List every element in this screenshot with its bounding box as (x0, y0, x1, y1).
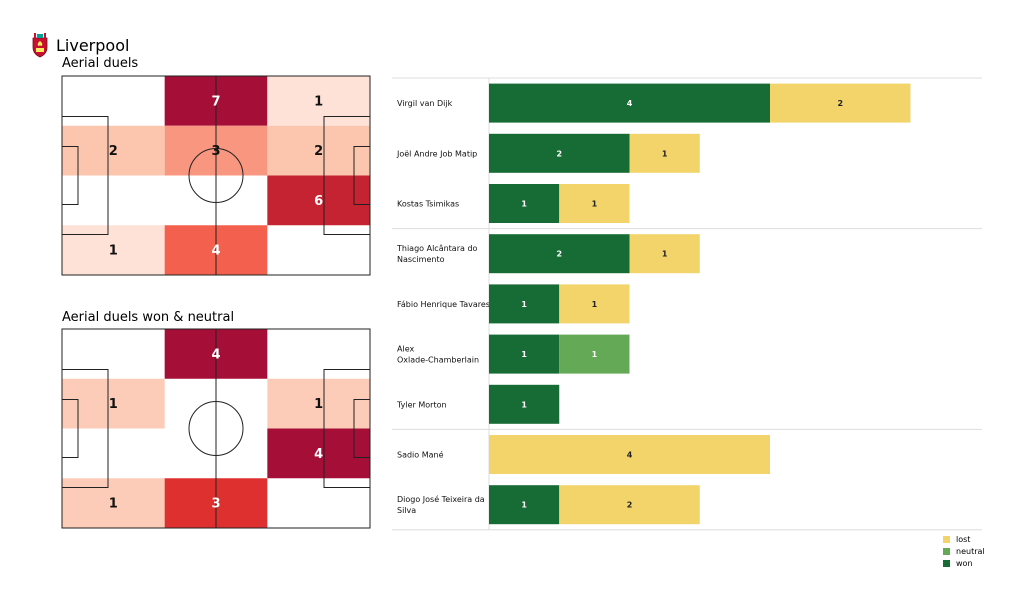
team-name: Liverpool (56, 35, 130, 55)
legend-label-won: won (956, 558, 973, 568)
heatmap-aerial-duels-left-six-yard-box (61, 146, 79, 205)
heatmap-aerial-duels-cell-value: 2 (314, 144, 323, 159)
heatmap-aerial-duels-right-six-yard-box (353, 146, 371, 205)
heatmap-aerial-duels-cell-value: 4 (211, 244, 220, 259)
player-label: Kostas Tsimikas (397, 200, 459, 209)
heatmap-aerial-duels-cell (267, 76, 370, 126)
bar-segment-lost (629, 234, 700, 274)
bar-value-label-won: 2 (556, 149, 562, 158)
bar-segment-won (489, 184, 560, 223)
heatmap-aerial-duels-cell-value: 1 (314, 94, 323, 109)
heatmap-won-neutral-right-six-yard-box (353, 399, 371, 458)
bar-value-label-won: 1 (521, 300, 527, 309)
heatmap-won-neutral-cell-value: 1 (109, 397, 118, 412)
bar-value-label-lost: 1 (662, 149, 668, 158)
bar-segment-lost (559, 485, 700, 525)
bar-value-label-won: 2 (556, 250, 562, 259)
bar-value-label-lost: 1 (592, 300, 598, 309)
heatmap-won-neutral-cell-value: 1 (314, 397, 323, 412)
player-label: Diogo José Teixeira da Silva (397, 494, 485, 515)
bar-value-label-lost: 2 (837, 99, 843, 108)
team-header: Liverpool (30, 31, 129, 59)
player-label: Joël Andre Job Matip (396, 149, 477, 158)
bar-value-label-lost: 2 (627, 501, 633, 510)
heatmap-aerial-duels-center-circle (188, 148, 244, 203)
heatmap-won-neutral-center-circle (188, 401, 244, 456)
bar-value-label-won: 1 (521, 400, 527, 409)
pitch-title-won-neutral: Aerial duels won & neutral (62, 310, 235, 325)
bar-segment-lost (559, 284, 630, 324)
heatmap-won-neutral-cell (267, 428, 370, 479)
legend-swatch-won (943, 559, 950, 567)
bar-segment-lost (489, 435, 770, 474)
heatmap-won-neutral-cell-value: 1 (109, 497, 118, 512)
bar-segment-won (489, 384, 560, 424)
bar-segment-lost (629, 133, 700, 173)
player-label: Sadio Mané (397, 450, 444, 460)
bar-segment-won (489, 334, 560, 374)
heatmap-aerial-duels-cell-value: 6 (314, 194, 323, 209)
bar-segment-lost (559, 184, 630, 223)
bar-value-label-neutral: 1 (592, 350, 598, 359)
heatmap-aerial-duels-cell (62, 225, 165, 275)
bar-value-label-won: 1 (521, 350, 527, 359)
heatmap-aerial-duels-cell-value: 7 (211, 94, 220, 109)
bar-segment-won (489, 284, 560, 324)
liverpool-crest-icon (32, 33, 48, 58)
heatmap-aerial-duels-cell (267, 125, 370, 176)
player-label: Alex Oxlade-Chamberlain (397, 345, 479, 365)
pitch-title-aerial-duels: Aerial duels (62, 56, 139, 71)
bar-segment-neutral (559, 334, 630, 374)
bar-segment-won (489, 83, 770, 123)
heatmap-won-neutral-cell-value: 4 (314, 447, 323, 462)
heatmap-won-neutral-cell-value: 3 (211, 497, 220, 512)
legend-swatch-lost (943, 535, 950, 543)
bar-value-label-lost: 1 (592, 200, 598, 209)
bar-segment-won (489, 234, 630, 274)
bar-value-label-lost: 4 (627, 451, 633, 460)
heatmap-won-neutral-cell (267, 378, 370, 429)
legend-item-neutral: neutral (943, 545, 985, 557)
bar-value-label-lost: 1 (662, 250, 668, 259)
player-label: Tyler Morton (396, 400, 447, 409)
heatmap-aerial-duels-cell (267, 175, 370, 226)
heatmap-won-neutral-left-six-yard-box (61, 399, 79, 458)
legend-item-won: won (943, 557, 985, 569)
heatmap-won-neutral-cell (62, 378, 165, 429)
bar-segment-won (489, 485, 560, 525)
player-label: Virgil van Dijk (397, 99, 453, 108)
heatmap-won-neutral-cell (62, 478, 165, 528)
heatmap-aerial-duels-cell-value: 2 (109, 144, 118, 159)
legend-label-lost: lost (956, 534, 971, 544)
bar-segment-won (489, 133, 630, 173)
legend-label-neutral: neutral (956, 546, 985, 556)
bar-value-label-won: 1 (521, 200, 527, 209)
heatmap-aerial-duels-cell-value: 3 (211, 144, 220, 159)
chart-legend: lost neutral won (943, 533, 985, 569)
heatmap-aerial-duels-cell (62, 125, 165, 176)
bar-value-label-won: 4 (627, 99, 633, 108)
legend-swatch-neutral (943, 547, 950, 555)
heatmap-won-neutral-cell-value: 4 (211, 347, 220, 362)
bar-segment-lost (770, 83, 911, 123)
bar-value-label-won: 1 (521, 501, 527, 510)
player-label: Fábio Henrique Tavares (397, 300, 490, 309)
heatmap-aerial-duels-cell-value: 1 (109, 244, 118, 259)
player-label: Thiago Alcântara do Nascimento (396, 244, 478, 264)
legend-item-lost: lost (943, 533, 985, 545)
